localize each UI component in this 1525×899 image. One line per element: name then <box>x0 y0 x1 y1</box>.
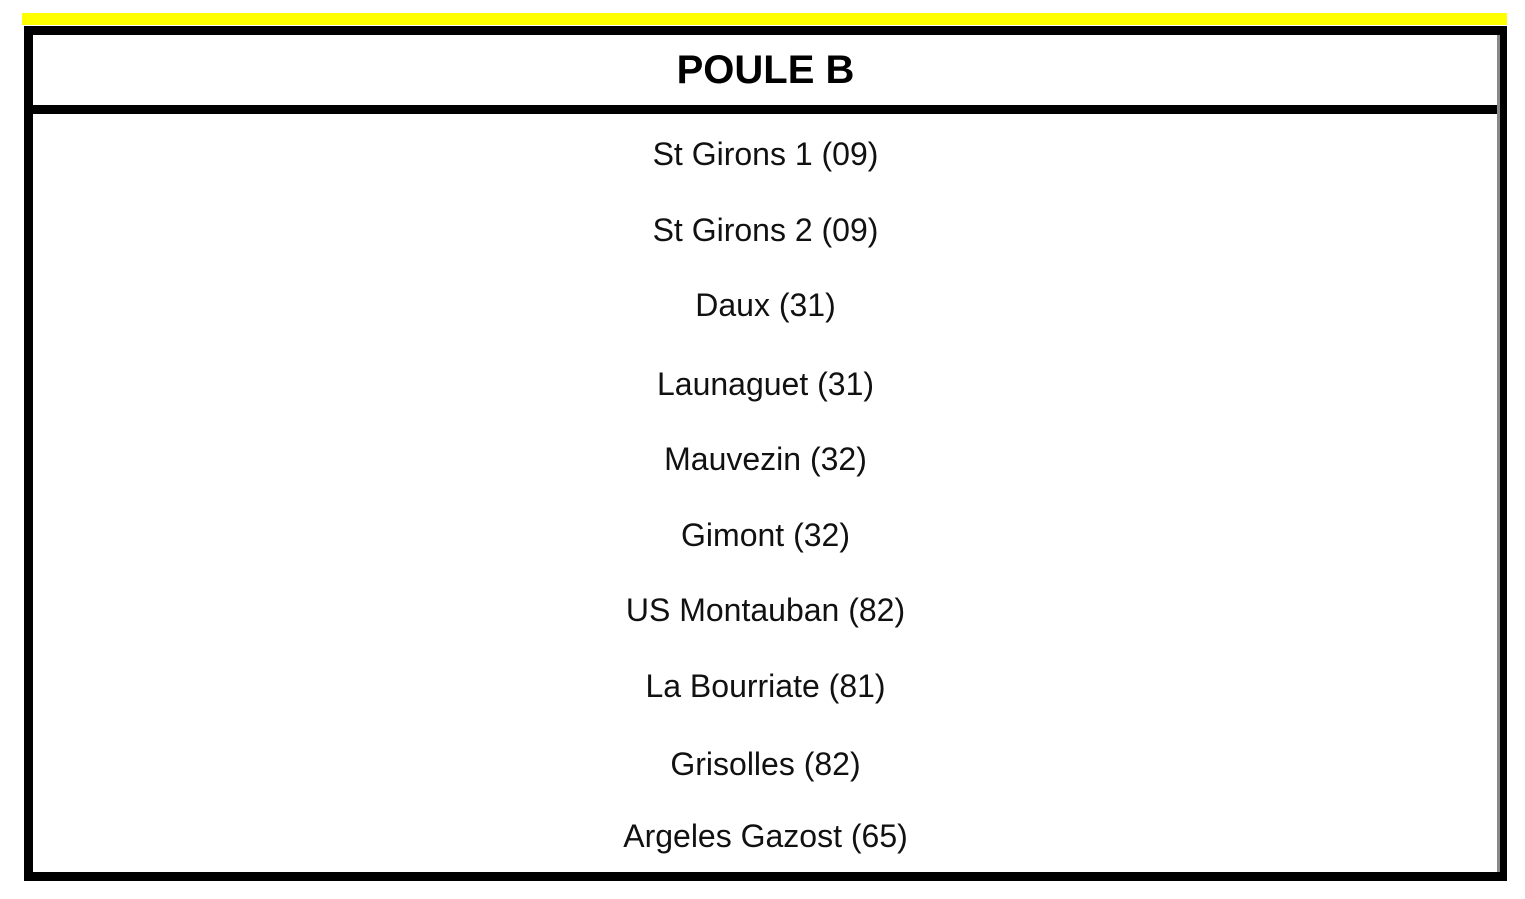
team-row: US Montauban (82) <box>625 592 906 628</box>
yellow-top-band <box>22 13 1507 25</box>
team-row: St Girons 2 (09) <box>652 212 879 248</box>
team-row: Argeles Gazost (65) <box>623 818 908 854</box>
team-row: Grisolles (82) <box>670 746 861 782</box>
team-row: Launaguet (31) <box>656 366 875 402</box>
team-row: Mauvezin (32) <box>664 441 867 477</box>
team-row: Daux (31) <box>695 287 836 323</box>
team-row: St Girons 1 (09) <box>652 136 879 172</box>
pool-table: POULE B St Girons 1 (09) St Girons 2 (09)… <box>24 26 1507 881</box>
team-row: Gimont (32) <box>681 517 850 553</box>
pool-title: POULE B <box>33 35 1498 114</box>
team-row: La Bourriate (81) <box>645 668 886 704</box>
